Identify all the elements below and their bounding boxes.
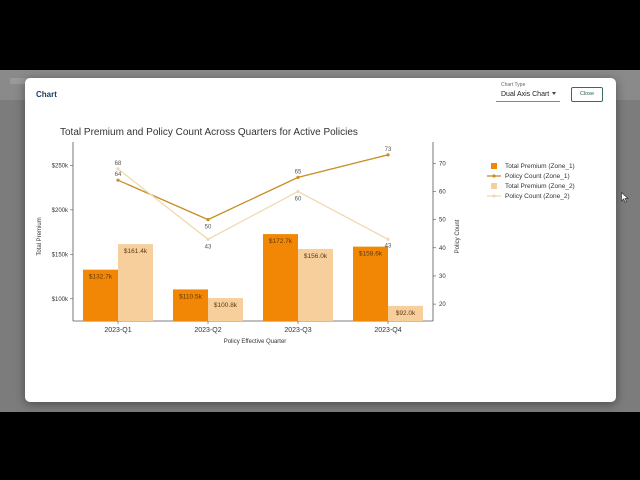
y-tick-label: $100k [52, 297, 69, 303]
y-tick-label: $250k [52, 163, 69, 169]
bar [353, 246, 388, 321]
legend-label: Total Premium (Zone_2) [505, 183, 575, 190]
y-tick-label: $150k [52, 252, 69, 258]
line-point [206, 237, 210, 241]
line-point [386, 153, 390, 157]
bar-data-label: $172.7k [269, 238, 293, 245]
line-data-label: 65 [295, 169, 302, 175]
close-button[interactable]: Close [571, 87, 603, 102]
bar [388, 305, 423, 321]
line-point [116, 167, 120, 171]
bar-data-label: $100.8k [214, 302, 238, 309]
legend-marker [492, 174, 496, 178]
bar-data-label: $132.7k [89, 274, 113, 281]
y2-tick-label: 50 [439, 218, 446, 224]
bar [118, 244, 153, 321]
y2-tick-label: 70 [439, 161, 446, 167]
line-data-label: 68 [115, 161, 122, 167]
bar [263, 234, 298, 321]
y2-tick-label: 30 [439, 274, 446, 280]
legend-swatch [491, 183, 497, 189]
x-axis-title: Policy Effective Quarter [224, 339, 287, 345]
bar-data-label: $158.6k [359, 251, 383, 258]
bar-data-label: $110.5k [179, 293, 202, 300]
line-point [206, 218, 210, 222]
series-line [117, 154, 389, 221]
line-point [296, 175, 300, 179]
app-background: Chart Chart Type Dual Axis Chart Close T… [0, 70, 640, 412]
bar-data-label: $92.0k [396, 310, 416, 317]
chart-modal: Chart Chart Type Dual Axis Chart Close T… [25, 78, 629, 402]
line-data-label: 50 [205, 225, 212, 231]
y2-axis-title: Policy Count [455, 219, 461, 253]
legend-marker [492, 194, 496, 198]
bar [298, 248, 333, 321]
line-point [116, 178, 120, 182]
line-data-label: 73 [385, 147, 392, 153]
y-axis-title: Total Premium [37, 217, 43, 255]
x-tick-label: 2023-Q4 [374, 327, 401, 334]
legend-label: Total Premium (Zone_1) [505, 163, 575, 170]
line-data-label: 60 [295, 196, 302, 202]
modal-title: Chart [36, 90, 57, 99]
y2-tick-label: 60 [439, 189, 446, 195]
x-tick-label: 2023-Q1 [104, 327, 131, 334]
line-point [296, 189, 300, 194]
chart-type-select[interactable]: Dual Axis Chart [496, 87, 560, 102]
x-tick-label: 2023-Q2 [194, 327, 221, 334]
bar [208, 298, 243, 321]
bar [173, 289, 208, 321]
background-text [10, 78, 32, 84]
legend-label: Policy Count (Zone_1) [505, 173, 570, 180]
dual-axis-chart: Total Premium and Policy Count Across Qu… [37, 127, 575, 345]
line-point [386, 237, 390, 241]
y2-tick-label: 20 [439, 302, 446, 308]
bar [83, 269, 118, 321]
legend-label: Policy Count (Zone_2) [505, 193, 570, 200]
chart-type-label: Chart Type [501, 82, 526, 88]
x-tick-label: 2023-Q3 [284, 327, 311, 334]
y2-tick-label: 40 [439, 246, 446, 252]
chart-title: Total Premium and Policy Count Across Qu… [60, 127, 358, 138]
y-tick-label: $200k [52, 208, 69, 214]
line-data-label: 43 [205, 244, 212, 250]
bar-data-label: $156.0k [304, 253, 328, 260]
bar-data-label: $161.4k [124, 248, 148, 255]
legend-swatch [491, 163, 497, 169]
chart-type-value: Dual Axis Chart [501, 91, 550, 98]
line-data-label: 43 [385, 243, 392, 249]
series-line [117, 168, 389, 241]
caret-down-icon [552, 92, 556, 95]
line-data-label: 64 [115, 172, 122, 178]
mouse-pointer-icon [621, 192, 629, 203]
